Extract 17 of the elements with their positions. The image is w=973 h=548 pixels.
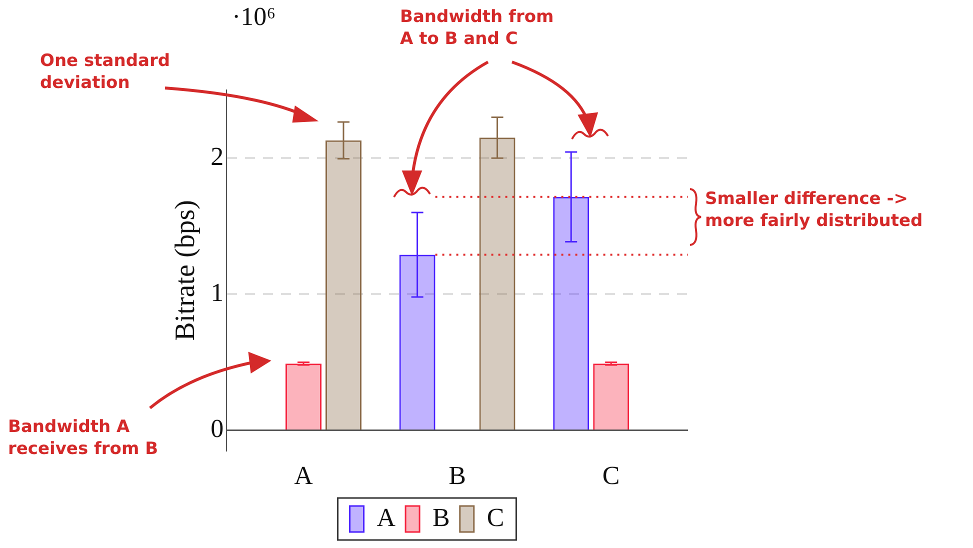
legend-label: C bbox=[486, 502, 504, 532]
text: One standard deviation bbox=[40, 50, 170, 94]
y-axis-title: Bitrate (bps) bbox=[170, 200, 202, 341]
y-tick-label: 2 bbox=[210, 142, 224, 171]
y-tick-label: 1 bbox=[210, 278, 224, 308]
legend-label: A bbox=[376, 502, 396, 532]
text: Bandwidth A receives from B bbox=[8, 416, 158, 460]
x-tick-label: B bbox=[448, 461, 466, 490]
text: ·10⁶ bbox=[232, 2, 276, 32]
y-tick-label: 0 bbox=[210, 414, 224, 444]
text: Bandwidth from A to B and C bbox=[400, 6, 554, 50]
bar bbox=[286, 364, 322, 430]
legend-label: B bbox=[432, 502, 450, 532]
x-tick-label: A bbox=[294, 461, 314, 490]
x-tick-label: C bbox=[602, 461, 620, 490]
text: Smaller difference -> more fairly distributed bbox=[705, 188, 923, 232]
bar bbox=[593, 364, 630, 430]
